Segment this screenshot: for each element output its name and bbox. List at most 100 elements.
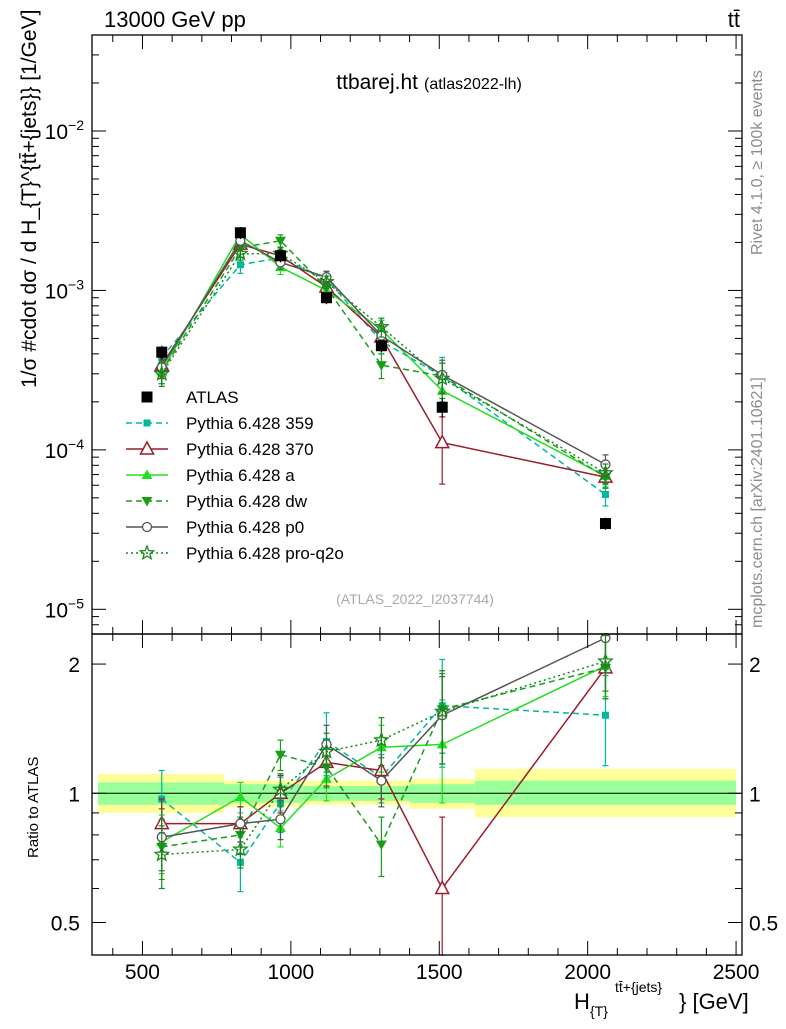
ratio-series-5-point-4 (372, 731, 390, 748)
main-y-tick-label-exponent: −4 (68, 436, 84, 452)
reference-point-5 (436, 401, 448, 413)
ratio-y-tick-label-right-1: 1 (749, 783, 761, 806)
legend-marker-3 (141, 497, 153, 507)
ratio-y-tick-label-left-1: 1 (68, 783, 80, 806)
series-5-point-6 (597, 464, 614, 481)
reference-point-3 (320, 292, 332, 304)
legend-item-reference: ATLAS (141, 388, 239, 407)
ratio-y-tick-label-left-2: 0.5 (51, 912, 80, 935)
ratio-series-0-point-6 (601, 711, 609, 719)
main-y-tick-label-base: 10 (45, 440, 68, 463)
main-y-axis-label: 1/σ #cdot dσ / d H_{T}^{tt̄+{jets}} [1/G… (18, 10, 41, 388)
reference-series (156, 226, 611, 530)
ratio-y-tick-label-right-0: 2 (749, 654, 761, 677)
analysis-watermark: (ATLAS_2022_I2037744) (336, 591, 494, 607)
chart-subtitle: (atlas2022-lh) (424, 76, 522, 93)
ratio-band-inner-4 (474, 780, 737, 805)
legend-marker-reference (141, 391, 153, 403)
legend-label-1: Pythia 6.428 370 (186, 440, 314, 459)
x-tick-label-3: 2000 (564, 961, 611, 984)
ratio-series-5-point-5 (433, 702, 451, 719)
legend-item-1: Pythia 6.428 370 (126, 440, 314, 459)
series-0-point-6 (601, 490, 609, 498)
ratio-series-4-point-2 (275, 814, 286, 825)
reference-point-2 (274, 250, 286, 262)
x-tick-label-2: 1500 (416, 961, 463, 984)
reference-point-6 (599, 518, 611, 530)
main-y-tick-label-1: 10−3 (45, 276, 85, 303)
ratio-series-5-point-2 (272, 780, 289, 797)
ratio-series-3-point-4 (375, 840, 387, 850)
main-series-layer (153, 226, 614, 530)
ratio-y-tick-label-left-0: 2 (68, 654, 80, 677)
legend-item-0: Pythia 6.428 359 (126, 414, 314, 433)
ratio-y-tick-label-right-2: 0.5 (749, 912, 778, 935)
ratio-series-5-point-3 (318, 742, 335, 759)
legend-item-3: Pythia 6.428 dw (126, 492, 308, 511)
ratio-series-2-point-1 (234, 791, 246, 802)
x-tick-label-4: 2500 (713, 961, 760, 984)
legend-label-3: Pythia 6.428 dw (186, 492, 308, 511)
reference-point-1 (234, 227, 246, 239)
series-5-point-3 (318, 273, 335, 290)
series-5-point-1 (231, 244, 249, 261)
ratio-series-5 (153, 634, 614, 890)
ratio-series-5-point-1 (231, 840, 249, 857)
ratio-series-3-point-2 (274, 750, 286, 761)
series-5-point-5 (433, 369, 451, 386)
mcplots-source-label: mcplots.cern.ch [arXiv:2401.10621] (749, 377, 766, 628)
main-y-tick-label-0: 10−2 (45, 117, 85, 144)
legend-label-2: Pythia 6.428 a (186, 466, 295, 485)
main-y-tick-label-exponent: −3 (68, 276, 84, 292)
legend-label-0: Pythia 6.428 359 (186, 414, 314, 433)
x-tick-label-0: 500 (125, 961, 160, 984)
legend-label-4: Pythia 6.428 p0 (186, 518, 304, 537)
main-y-tick-label-base: 10 (45, 599, 68, 622)
ratio-series-4-point-4 (376, 775, 387, 786)
legend-label-5: Pythia 6.428 pro-q2o (186, 544, 344, 563)
reference-point-0 (156, 346, 168, 358)
legend-marker-2 (141, 469, 153, 479)
series-0-line (161, 257, 606, 496)
x-axis-label: H {T} tt̄+{jets} } [GeV] (574, 979, 749, 1019)
x-axis-label-main: H (574, 989, 590, 1014)
series-5-point-0 (153, 364, 171, 381)
main-y-tick-label-base: 10 (45, 280, 68, 303)
legend: ATLAS Pythia 6.428 359 Pythia 6.428 370 Pyt… (126, 388, 344, 563)
legend-item-2: Pythia 6.428 a (126, 466, 295, 485)
ratio-series-3 (156, 640, 611, 881)
ratio-series-2 (156, 639, 611, 875)
x-tick-label-1: 1000 (267, 961, 314, 984)
main-y-tick-label-exponent: −5 (68, 595, 84, 611)
series-3-point-2 (274, 236, 286, 247)
ratio-series-4 (156, 632, 611, 872)
main-y-tick-label-base: 10 (45, 121, 68, 144)
main-y-tick-label-2: 10−4 (45, 436, 85, 463)
main-y-tick-label-exponent: −2 (68, 117, 84, 133)
legend-item-4: Pythia 6.428 p0 (126, 518, 304, 537)
x-axis-label-sup: tt̄+{jets} (615, 979, 662, 995)
legend-marker-0 (143, 419, 151, 427)
series-0-point-1 (236, 261, 244, 269)
series-5-point-4 (373, 318, 390, 335)
x-axis-label-unit: } [GeV] (679, 989, 749, 1014)
ratio-series-5-point-0 (153, 845, 171, 862)
ratio-y-axis-label: Ratio to ATLAS (25, 757, 42, 858)
ratio-series-5-point-6 (597, 652, 614, 669)
ratio-series-layer (153, 632, 614, 956)
series-1-point-5 (434, 434, 450, 449)
legend-item-5: Pythia 6.428 pro-q2o (126, 544, 344, 563)
legend-marker-1 (139, 440, 155, 455)
ratio-series-4-point-1 (235, 818, 246, 829)
ratio-uncertainty-bands (92, 768, 742, 818)
ratio-series-1-point-5 (434, 879, 450, 895)
legend-marker-5 (138, 544, 156, 561)
process-label: tt̄ (728, 7, 740, 32)
energy-label: 13000 GeV pp (104, 7, 246, 32)
chart-title: ttbarej.ht (336, 71, 418, 94)
legend-marker-4 (141, 521, 153, 533)
reference-point-4 (375, 340, 387, 352)
